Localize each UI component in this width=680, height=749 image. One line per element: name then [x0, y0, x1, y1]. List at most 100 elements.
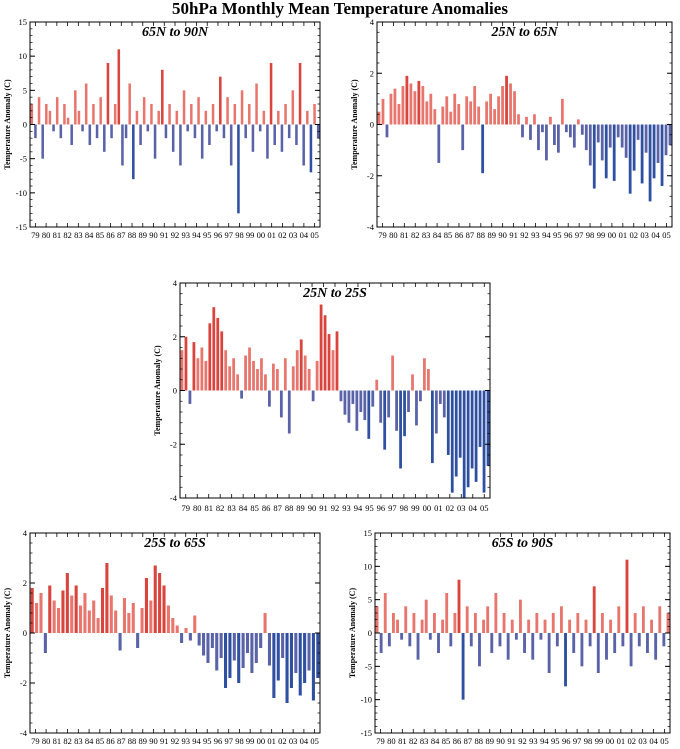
bar [200, 347, 204, 391]
bar [127, 613, 131, 633]
panel-title: 65N to 90N [142, 25, 209, 40]
bar [215, 124, 218, 132]
bar [210, 633, 214, 648]
bar [371, 390, 375, 407]
x-tick-label: 99 [595, 736, 604, 746]
bar [465, 96, 469, 125]
bar [633, 613, 637, 633]
x-tick-label: 04 [649, 736, 658, 746]
bar [264, 374, 267, 391]
bar [291, 366, 295, 391]
bar [605, 633, 608, 660]
bar [298, 633, 302, 696]
bar [438, 390, 442, 404]
bar [664, 124, 668, 156]
x-tick-label: 96 [377, 503, 386, 513]
x-tick-label: 93 [181, 736, 190, 746]
bar [244, 355, 247, 391]
bar [363, 390, 367, 421]
bar [564, 633, 567, 687]
bar [481, 124, 485, 174]
bar [600, 124, 604, 161]
x-tick-label: 83 [227, 503, 236, 513]
x-tick-label: 88 [477, 230, 486, 240]
bar [295, 350, 299, 391]
bar [474, 390, 478, 482]
bar [617, 606, 621, 633]
x-tick-label: 98 [400, 503, 409, 513]
bar [150, 104, 153, 125]
bar [445, 593, 449, 633]
bar [135, 110, 139, 125]
bar [457, 579, 461, 633]
bar [442, 390, 446, 418]
bar [568, 124, 572, 138]
x-tick-label: 84 [239, 503, 248, 513]
bar [404, 606, 408, 633]
x-tick-label: 87 [464, 736, 473, 746]
bar [490, 633, 494, 653]
x-tick-label: 04 [300, 230, 309, 240]
x-tick-label: 80 [387, 736, 396, 746]
bar [260, 358, 263, 391]
bar [237, 633, 241, 683]
x-tick-label: 94 [354, 503, 363, 513]
y-tick-label: -2 [367, 171, 374, 181]
bar [335, 331, 339, 391]
bar [347, 390, 351, 423]
bar [458, 390, 462, 458]
bar [433, 109, 437, 125]
x-tick-label: 93 [531, 230, 540, 240]
x-tick-label: 92 [171, 230, 180, 240]
x-tick-label: 90 [498, 230, 507, 240]
bar [81, 124, 84, 132]
bar [139, 124, 142, 145]
bar [307, 369, 311, 391]
bar [311, 390, 315, 402]
bar [186, 124, 189, 132]
bar [510, 619, 514, 633]
bar [556, 124, 560, 153]
bar [572, 124, 576, 148]
x-tick-label: 83 [420, 736, 429, 746]
x-tick-label: 98 [235, 736, 244, 746]
y-tick-label: 0 [173, 386, 177, 396]
bar [161, 69, 164, 125]
bar [453, 613, 457, 633]
bar [397, 104, 401, 125]
panel-title: 65S to 90S [492, 536, 554, 551]
bar [580, 124, 584, 135]
bar [446, 390, 450, 455]
bar [190, 104, 193, 125]
y-tick-label: -15 [361, 728, 372, 738]
bar [449, 111, 453, 125]
x-tick-label: 82 [409, 736, 418, 746]
y-tick-label: -10 [16, 188, 27, 198]
bar [407, 390, 410, 412]
bar [551, 613, 555, 633]
bar [226, 97, 229, 125]
x-tick-label: 02 [628, 736, 637, 746]
bar [351, 390, 355, 404]
bar [612, 124, 616, 181]
bar [52, 600, 56, 633]
bar [461, 124, 465, 151]
x-tick-label: 84 [85, 230, 94, 240]
x-tick-label: 94 [192, 230, 201, 240]
bar [478, 633, 481, 667]
x-tick-label: 05 [310, 736, 319, 746]
x-tick-label: 85 [96, 230, 105, 240]
plot-frame [29, 21, 321, 228]
bar [395, 390, 398, 431]
bar [383, 593, 387, 633]
x-tick-label: 02 [446, 503, 455, 513]
bar [545, 124, 548, 161]
x-tick-label: 84 [431, 736, 440, 746]
x-tick-label: 81 [398, 736, 407, 746]
bar [30, 104, 34, 125]
panel-25s-65s: -4 -2 0 2 4 79 80 81 82 83 84 85 86 87 88 89 90 91 92 93 94 9… [0, 525, 330, 749]
y-axis-label: Temperature Anomaly (C) [3, 79, 12, 170]
bar [295, 124, 298, 145]
bar [537, 124, 540, 151]
